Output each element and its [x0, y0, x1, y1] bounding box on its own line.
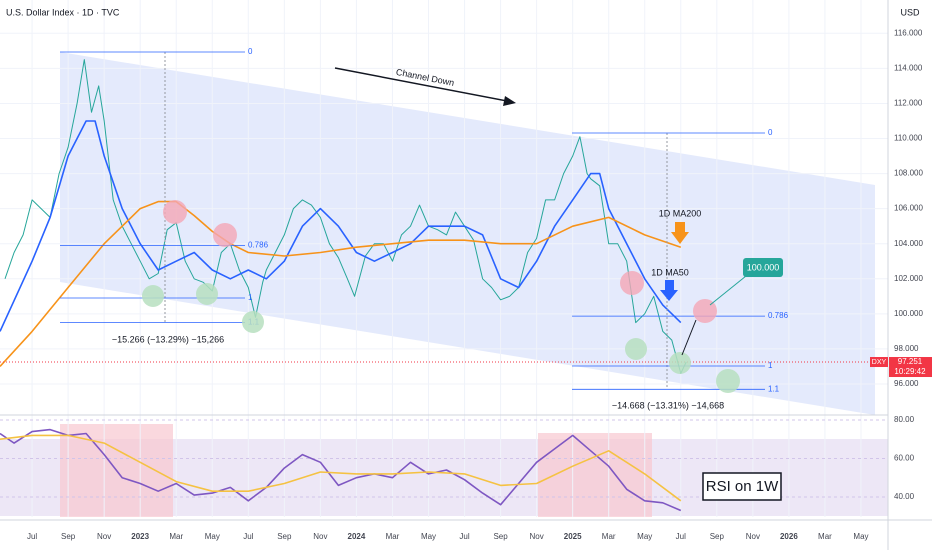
y-tick-label: 40.00: [894, 492, 915, 501]
x-tick-label: 2024: [348, 532, 366, 541]
y-tick-label: 60.00: [894, 454, 915, 463]
circle: [716, 369, 740, 393]
y-tick-label: 108.000: [894, 169, 923, 178]
x-tick-label: Nov: [746, 532, 760, 541]
y-tick-label: 110.000: [894, 134, 923, 143]
circle: [669, 352, 691, 374]
arrow: [660, 280, 678, 301]
x-tick-label: Nov: [530, 532, 544, 541]
x-tick-label: 2026: [780, 532, 798, 541]
circle: [163, 200, 187, 224]
x-tick-label: Sep: [493, 532, 508, 541]
series-line: [0, 120, 682, 332]
arrow: [334, 67, 513, 103]
y-tick-label: 100.000: [894, 309, 923, 318]
x-tick-label: Sep: [61, 532, 76, 541]
circle: [213, 223, 237, 247]
x-tick-label: Nov: [313, 532, 327, 541]
y-tick-label: 106.000: [894, 204, 923, 213]
series-line: [0, 428, 682, 512]
x-tick-label: May: [853, 532, 868, 541]
x-tick-label: Sep: [277, 532, 292, 541]
circle: [142, 285, 164, 307]
fib-label: 1: [768, 361, 773, 370]
chart-title: U.S. Dollar Index · 1D · TVC: [6, 7, 120, 17]
price-tag: [870, 357, 888, 368]
price-tag: [889, 357, 932, 378]
ma200-label: 1D MA200: [659, 208, 702, 218]
series-line: [4, 59, 687, 374]
x-tick-label: Nov: [97, 532, 111, 541]
x-tick-label: Sep: [710, 532, 725, 541]
price-value: 97.251: [898, 357, 923, 366]
ma50-label: 1D MA50: [651, 267, 689, 277]
x-tick-label: Jul: [27, 532, 37, 541]
fib-label: 0: [768, 128, 773, 137]
arrowhead: [503, 96, 516, 106]
series-line: [0, 434, 682, 502]
countdown: 10:29:42: [894, 367, 926, 376]
arrow: [681, 319, 697, 356]
y-tick-label: 96.000: [894, 379, 919, 388]
circle: [625, 338, 647, 360]
x-tick-label: Mar: [818, 532, 832, 541]
x-tick-label: Jul: [459, 532, 469, 541]
circle: [196, 283, 218, 305]
rsi-label: RSI on 1W: [706, 478, 779, 495]
fib-label: 1.1: [768, 384, 780, 393]
fib-label: 0.786: [248, 240, 269, 249]
y-tick-label: 112.000: [894, 99, 923, 108]
x-tick-label: May: [637, 532, 652, 541]
fib-label: 0: [248, 47, 253, 56]
channel: [60, 52, 875, 415]
symbol-tag: DXY: [872, 359, 887, 366]
measure-label: −15.266 (−13.29%) −15,266: [112, 334, 224, 344]
circle: [620, 271, 644, 295]
measure-label: −14.668 (−13.31%) −14,668: [612, 400, 724, 410]
x-tick-label: Jul: [676, 532, 686, 541]
y-tick-label: 98.000: [894, 344, 919, 353]
fib-label: 1: [248, 293, 253, 302]
target-label: 100.000: [747, 262, 780, 272]
x-tick-label: 2023: [131, 532, 149, 541]
y-tick-label: 104.000: [894, 239, 923, 248]
fib-label: 0.786: [768, 311, 789, 320]
circle: [242, 311, 264, 333]
y-tick-label: 102.000: [894, 274, 923, 283]
x-tick-label: May: [205, 532, 220, 541]
rsi-box: [702, 472, 782, 501]
circle: [693, 299, 717, 323]
arrow: [671, 222, 689, 244]
arrow: [709, 275, 747, 306]
y-tick-label: 114.000: [894, 63, 923, 72]
markers: [142, 200, 740, 393]
x-tick-label: Mar: [386, 532, 400, 541]
x-tick-label: Jul: [243, 532, 253, 541]
currency: USD: [900, 7, 920, 17]
series-line: [0, 200, 682, 367]
x-tick-label: May: [421, 532, 436, 541]
y-tick-label: 116.000: [894, 28, 923, 37]
x-tick-label: 2025: [564, 532, 582, 541]
x-tick-label: Mar: [602, 532, 616, 541]
target-box: [743, 258, 783, 277]
x-tick-label: Mar: [169, 532, 183, 541]
y-tick-label: 80.00: [894, 415, 915, 424]
